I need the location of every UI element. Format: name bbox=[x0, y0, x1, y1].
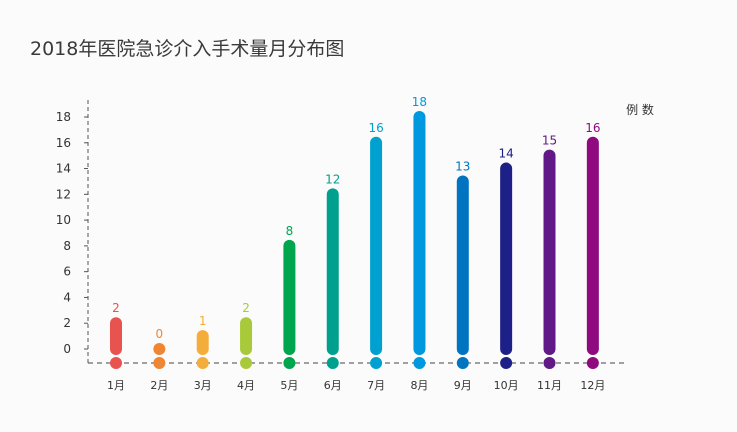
y-axis-label: 例 数 bbox=[626, 102, 654, 117]
baseline-dot bbox=[240, 357, 253, 369]
baseline-dot bbox=[110, 357, 122, 369]
baseline-dot bbox=[500, 357, 513, 369]
data-label: 2 bbox=[112, 301, 120, 315]
x-tick-label: 9月 bbox=[454, 379, 472, 392]
data-label: 1 bbox=[199, 314, 207, 328]
y-tick-label: 12 bbox=[56, 187, 71, 201]
data-label: 0 bbox=[156, 327, 164, 341]
x-tick-label: 8月 bbox=[410, 379, 428, 392]
y-tick-label: 6 bbox=[63, 265, 71, 279]
baseline-dot bbox=[153, 357, 166, 369]
x-tick-label: 5月 bbox=[280, 379, 298, 392]
x-tick-label: 7月 bbox=[367, 379, 385, 392]
x-tick-label: 11月 bbox=[537, 379, 562, 392]
y-tick-label: 14 bbox=[56, 162, 71, 176]
y-tick-label: 18 bbox=[56, 110, 71, 124]
data-label: 13 bbox=[455, 159, 470, 173]
data-label: 16 bbox=[585, 121, 600, 135]
baseline-dot bbox=[370, 357, 383, 369]
baseline-dot bbox=[326, 357, 339, 369]
baseline-dot bbox=[283, 357, 296, 369]
x-tick-label: 2月 bbox=[150, 379, 168, 392]
chart-title: 2018年医院急诊介入手术量月分布图 bbox=[30, 38, 345, 60]
data-label: 8 bbox=[286, 224, 294, 238]
y-tick-label: 8 bbox=[63, 239, 71, 253]
x-tick-label: 3月 bbox=[194, 379, 212, 392]
data-label: 14 bbox=[499, 147, 514, 161]
baseline-dot bbox=[586, 357, 599, 369]
y-tick-label: 2 bbox=[63, 316, 71, 330]
x-tick-label: 4月 bbox=[237, 379, 255, 392]
data-label: 18 bbox=[412, 95, 427, 109]
x-tick-label: 12月 bbox=[580, 379, 605, 392]
baseline-dot bbox=[413, 357, 426, 369]
x-tick-label: 6月 bbox=[324, 379, 342, 392]
y-tick-label: 4 bbox=[63, 290, 71, 304]
data-label: 15 bbox=[542, 134, 557, 148]
x-tick-label: 1月 bbox=[107, 379, 125, 392]
y-tick-label: 10 bbox=[56, 213, 71, 227]
y-tick-label: 16 bbox=[56, 136, 71, 150]
data-label: 2 bbox=[242, 301, 250, 315]
y-tick-label: 0 bbox=[63, 342, 71, 356]
baseline-dot bbox=[196, 357, 209, 369]
data-label: 16 bbox=[368, 121, 383, 135]
x-tick-label: 10月 bbox=[494, 379, 519, 392]
data-label: 12 bbox=[325, 172, 340, 186]
baseline-dot bbox=[543, 357, 556, 369]
baseline-dot bbox=[456, 357, 469, 369]
